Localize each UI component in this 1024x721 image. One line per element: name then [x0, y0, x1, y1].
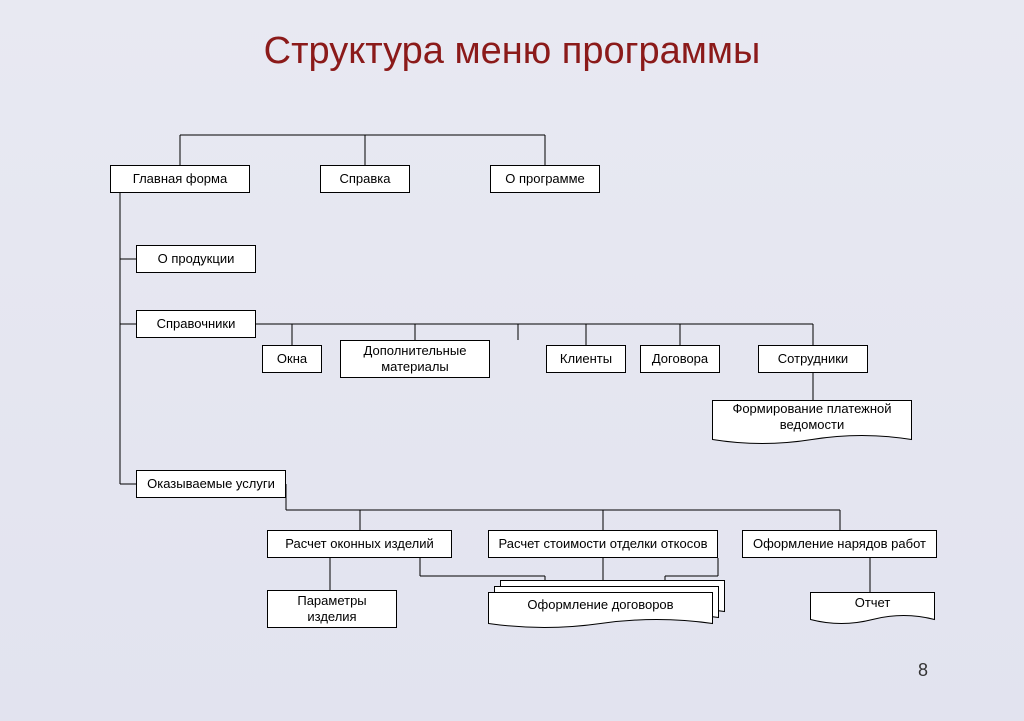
- doc-report: Отчет: [810, 592, 935, 620]
- node-orders: Оформление нарядов работ: [742, 530, 937, 558]
- node-clients: Клиенты: [546, 345, 626, 373]
- node-services: Оказываемые услуги: [136, 470, 286, 498]
- node-windows: Окна: [262, 345, 322, 373]
- node-main_form: Главная форма: [110, 165, 250, 193]
- doc-label-report: Отчет: [810, 592, 935, 614]
- doc-label-contracts2: Оформление договоров: [488, 592, 713, 618]
- doc-payroll: Формирование платежной ведомости: [712, 400, 912, 440]
- page-title: Структура меню программы: [0, 30, 1024, 73]
- node-params: Параметры изделия: [267, 590, 397, 628]
- node-addmat: Дополнительные материалы: [340, 340, 490, 378]
- node-help: Справка: [320, 165, 410, 193]
- node-employees: Сотрудники: [758, 345, 868, 373]
- node-calc_win: Расчет оконных изделий: [267, 530, 452, 558]
- node-about_prod: О продукции: [136, 245, 256, 273]
- page-number: 8: [918, 660, 928, 681]
- doc-label-payroll: Формирование платежной ведомости: [712, 400, 912, 434]
- node-calc_slope: Расчет стоимости отделки откосов: [488, 530, 718, 558]
- node-contracts: Договора: [640, 345, 720, 373]
- node-about: О программе: [490, 165, 600, 193]
- node-refs: Справочники: [136, 310, 256, 338]
- doc-contracts2: Оформление договоров: [488, 592, 713, 624]
